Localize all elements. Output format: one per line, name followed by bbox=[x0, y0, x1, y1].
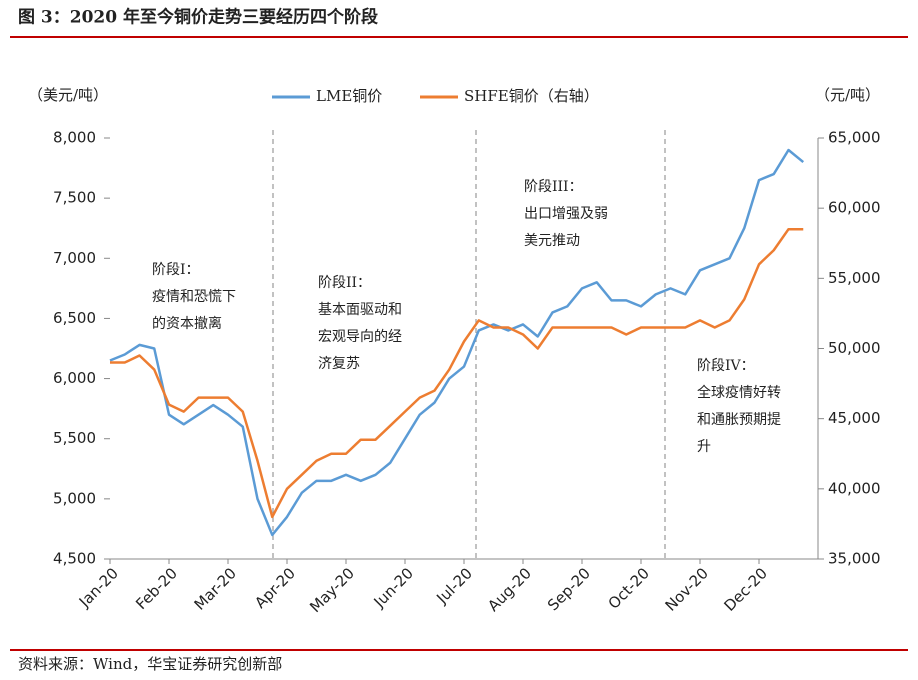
y2-tick-label: 60,000 bbox=[828, 199, 881, 217]
x-tick-label: Jul-20 bbox=[432, 564, 476, 608]
y-tick-label: 8,000 bbox=[53, 129, 96, 147]
x-tick-label: Mar-20 bbox=[191, 564, 240, 613]
y2-tick-label: 35,000 bbox=[828, 550, 881, 568]
x-tick-label: Oct-20 bbox=[605, 564, 653, 612]
x-tick-label: Dec-20 bbox=[720, 564, 771, 615]
y2-tick-label: 40,000 bbox=[828, 479, 881, 497]
y2-axis-label: （元/吨） bbox=[815, 86, 880, 104]
annotation: 阶段IV： bbox=[697, 358, 755, 374]
annotation: 美元推动 bbox=[524, 233, 580, 249]
annotation: 阶段I： bbox=[152, 262, 200, 278]
x-tick-label: Apr-20 bbox=[251, 564, 299, 612]
annotation: 的资本撤离 bbox=[152, 315, 222, 332]
y-tick-label: 4,500 bbox=[53, 550, 96, 568]
y-tick-label: 5,500 bbox=[53, 429, 96, 447]
x-tick-label: May-20 bbox=[306, 564, 358, 616]
y-tick-label: 5,000 bbox=[53, 489, 96, 507]
y2-tick-label: 65,000 bbox=[828, 129, 881, 147]
x-tick-label: Aug-20 bbox=[484, 564, 535, 615]
annotation: 疫情和恐慌下 bbox=[152, 289, 236, 305]
annotation: 出口增强及弱 bbox=[524, 206, 608, 222]
source: 资料来源：Wind，华宝证券研究创新部 bbox=[18, 655, 282, 673]
x-tick-label: Nov-20 bbox=[662, 564, 712, 614]
y-tick-label: 7,000 bbox=[53, 249, 96, 267]
y2-tick-label: 50,000 bbox=[828, 339, 881, 357]
chart-title: 图 3：2020 年至今铜价走势三要经历四个阶段 bbox=[18, 7, 378, 28]
y2-tick-label: 55,000 bbox=[828, 269, 881, 287]
annotation: 阶段II： bbox=[318, 275, 371, 291]
y2-tick-label: 45,000 bbox=[828, 409, 881, 427]
legend-label: SHFE铜价（右轴） bbox=[464, 87, 599, 105]
annotation: 阶段III： bbox=[524, 179, 583, 195]
y-tick-label: 6,500 bbox=[53, 309, 96, 327]
annotation: 全球疫情好转 bbox=[697, 384, 781, 401]
y-tick-label: 7,500 bbox=[53, 189, 96, 207]
annotation: 基本面驱动和 bbox=[318, 301, 402, 318]
y-tick-label: 6,000 bbox=[53, 369, 96, 387]
legend-label: LME铜价 bbox=[316, 87, 382, 105]
series-line bbox=[109, 148, 805, 537]
annotation: 济复苏 bbox=[318, 355, 360, 372]
x-tick-label: Sep-20 bbox=[544, 564, 594, 614]
series-line bbox=[110, 227, 804, 519]
x-tick-label: Jun-20 bbox=[370, 564, 417, 611]
y-axis-label: （美元/吨） bbox=[28, 86, 108, 104]
annotation: 和通胀预期提 bbox=[697, 412, 781, 428]
x-tick-label: Jan-20 bbox=[75, 564, 122, 611]
x-tick-label: Feb-20 bbox=[132, 564, 181, 613]
annotation: 升 bbox=[697, 439, 711, 455]
annotation: 宏观导向的经 bbox=[318, 329, 402, 345]
